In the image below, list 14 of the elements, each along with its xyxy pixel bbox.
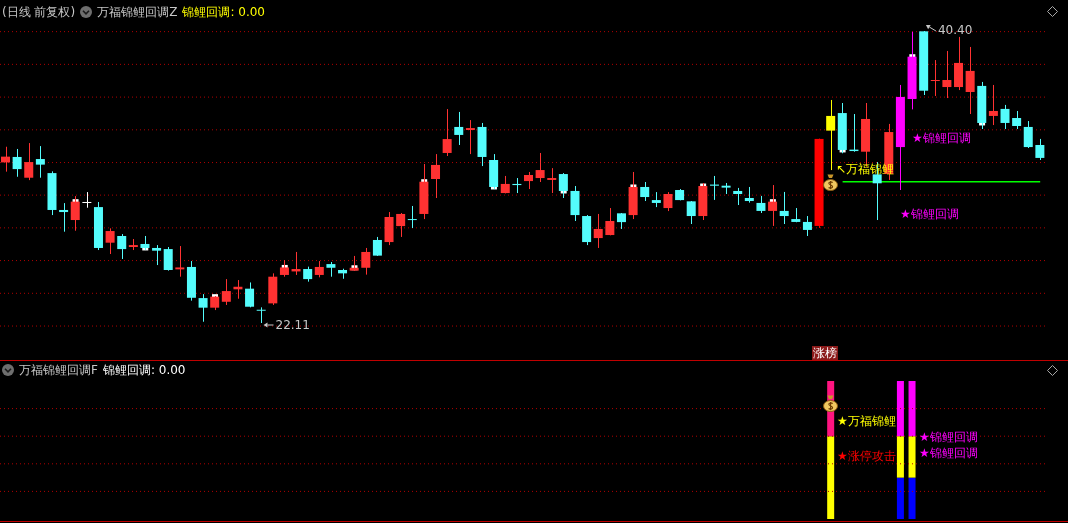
text: 涨榜 bbox=[812, 346, 838, 360]
annotation: ★锦鲤回调 bbox=[919, 430, 978, 444]
annotation: ★涨停攻击 bbox=[837, 449, 896, 463]
annotation: ★锦鲤回调 bbox=[912, 131, 971, 145]
annotation: ★锦鲤回调 bbox=[919, 446, 978, 460]
chart-title: 万福锦鲤回调F bbox=[19, 363, 98, 377]
chart-subtitle: 万福锦鲤回调Z bbox=[97, 5, 178, 19]
text: 锦鲤回调: 0.00 bbox=[102, 363, 186, 377]
annotation: ★万福锦鲤 bbox=[837, 414, 896, 428]
annotation: ★锦鲤回调 bbox=[900, 207, 959, 221]
annotation: 22.11 bbox=[275, 318, 310, 332]
chart-title: (日线 前复权) bbox=[2, 5, 76, 19]
annotation: 40.40 bbox=[937, 23, 973, 37]
text: 锦鲤回调: 0.00 bbox=[182, 5, 265, 19]
